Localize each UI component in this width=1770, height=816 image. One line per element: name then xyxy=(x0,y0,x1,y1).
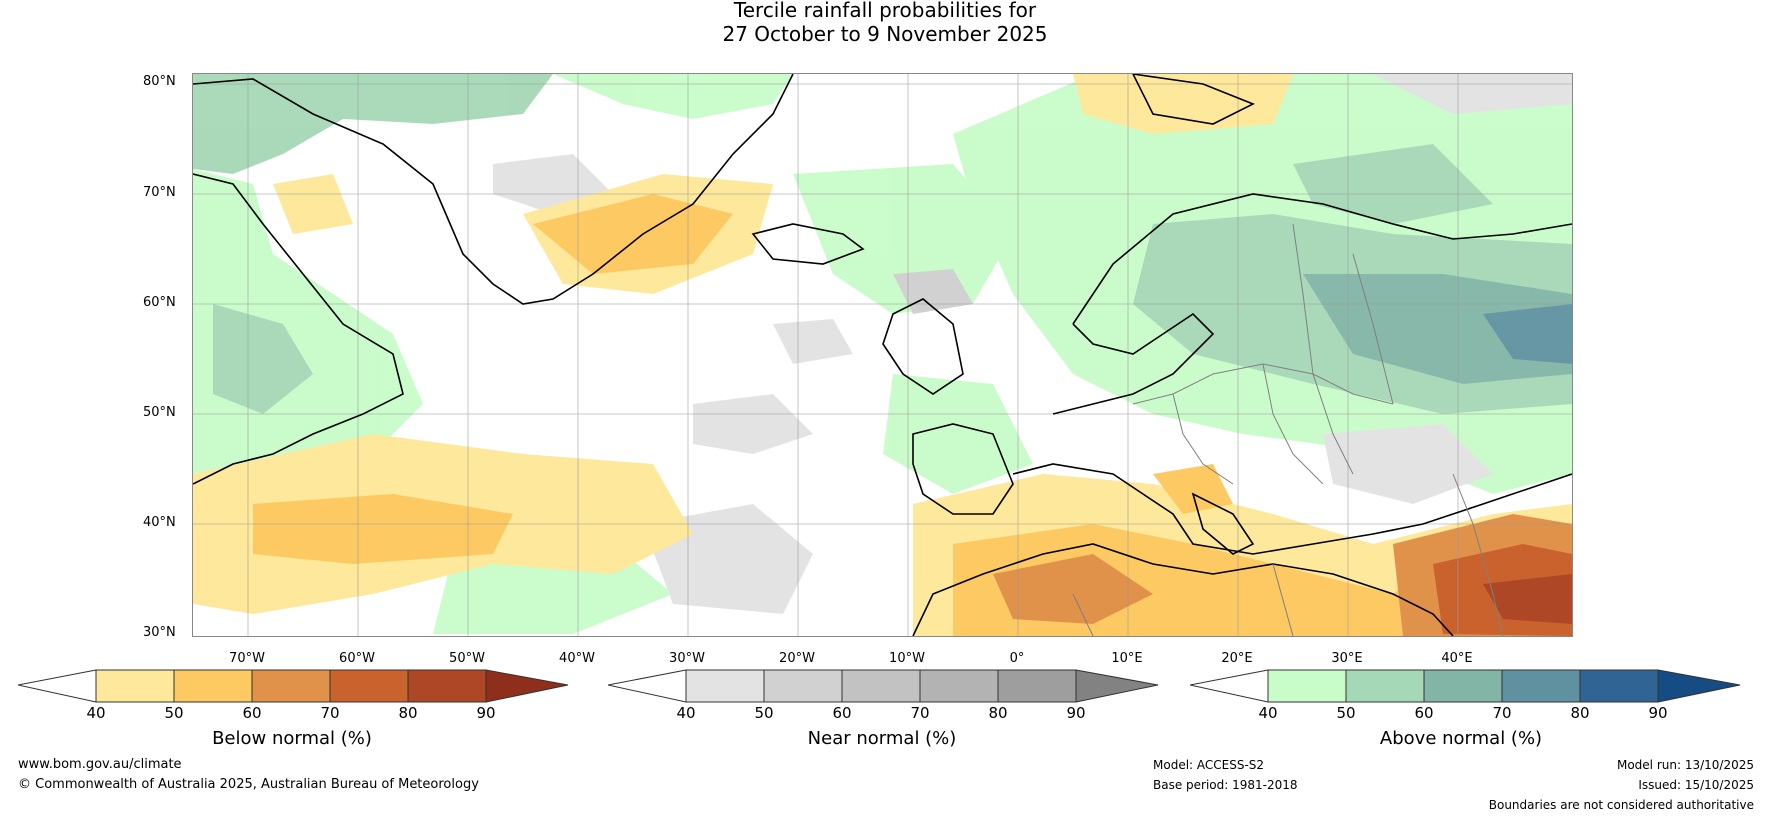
colorbar-above-swatch-4 xyxy=(1501,669,1581,703)
colorbar-below-swatch-5 xyxy=(407,669,487,703)
colorbar-below-swatch-3 xyxy=(251,669,331,703)
colorbar-above-tick: 70 xyxy=(1492,704,1512,722)
colorbar-below-arrow-low xyxy=(17,669,97,703)
latitude-label-80n: 80°N xyxy=(143,74,176,89)
colorbar-near-label: Near normal (%) xyxy=(807,728,957,749)
base-period: Base period: 1981-2018 xyxy=(1153,778,1298,792)
longitude-label-10e: 10°E xyxy=(1111,651,1143,666)
colorbar-above-tick: 40 xyxy=(1258,704,1278,722)
colorbar-above-swatch-1 xyxy=(1267,669,1347,703)
colorbar-near-swatch-4 xyxy=(919,669,999,703)
map-canvas xyxy=(193,74,1572,636)
colorbar-below-tick: 70 xyxy=(320,704,340,722)
colorbar-above-tick: 90 xyxy=(1648,704,1668,722)
model-run-date: Model run: 13/10/2025 xyxy=(1616,758,1754,772)
longitude-label-40w: 40°W xyxy=(559,651,595,666)
colorbar-below-normal-swatches xyxy=(17,669,569,703)
colorbar-near-tick: 50 xyxy=(754,704,774,722)
longitude-label-70w: 70°W xyxy=(229,651,265,666)
rainfall-probability-map xyxy=(192,73,1573,637)
colorbar-below-tick: 80 xyxy=(398,704,418,722)
colorbar-below-tick: 50 xyxy=(164,704,184,722)
colorbar-near-normal: 40 50 60 70 80 90 xyxy=(607,668,1160,722)
longitude-label-20w: 20°W xyxy=(779,651,815,666)
colorbar-below-arrow-high xyxy=(485,669,569,703)
colorbar-above-arrow-low xyxy=(1189,669,1269,703)
longitude-label-60w: 60°W xyxy=(339,651,375,666)
coastlines xyxy=(193,74,1572,636)
colorbar-above-label: Above normal (%) xyxy=(1379,728,1543,749)
latitude-label-50n: 50°N xyxy=(143,405,176,420)
colorbar-below-tick: 90 xyxy=(476,704,496,722)
colorbar-near-tick: 90 xyxy=(1066,704,1086,722)
colorbar-above-swatch-3 xyxy=(1423,669,1503,703)
colorbar-near-swatch-5 xyxy=(997,669,1077,703)
colorbar-below-label: Below normal (%) xyxy=(212,728,372,749)
longitude-label-20e: 20°E xyxy=(1221,651,1253,666)
longitude-label-0: 0° xyxy=(1009,651,1025,666)
latitude-label-70n: 70°N xyxy=(143,185,176,200)
chart-title: Tercile rainfall probabilities for 27 Oc… xyxy=(0,0,1770,46)
colorbar-near-tick: 40 xyxy=(676,704,696,722)
graticule xyxy=(193,74,1572,636)
longitude-label-30e: 30°E xyxy=(1331,651,1363,666)
longitude-label-50w: 50°W xyxy=(449,651,485,666)
colorbar-near-swatch-2 xyxy=(763,669,843,703)
model-name: Model: ACCESS-S2 xyxy=(1153,758,1265,772)
colorbar-near-arrow-low xyxy=(607,669,687,703)
colorbar-above-tick: 60 xyxy=(1414,704,1434,722)
colorbar-below-swatch-2 xyxy=(173,669,253,703)
colorbar-above-swatch-2 xyxy=(1345,669,1425,703)
colorbar-near-tick: 60 xyxy=(832,704,852,722)
longitude-label-30w: 30°W xyxy=(669,651,705,666)
colorbar-below-swatch-1 xyxy=(95,669,175,703)
colorbar-below-swatch-4 xyxy=(329,669,409,703)
longitude-label-40e: 40°E xyxy=(1441,651,1473,666)
latitude-label-40n: 40°N xyxy=(143,515,176,530)
colorbar-above-arrow-high xyxy=(1657,669,1741,703)
colorbar-near-tick: 70 xyxy=(910,704,930,722)
above-normal-region xyxy=(193,74,1572,634)
colorbar-near-tick: 80 xyxy=(988,704,1008,722)
source-url: www.bom.gov.au/climate xyxy=(18,757,182,772)
colorbar-near-arrow-high xyxy=(1075,669,1159,703)
latitude-label-30n: 30°N xyxy=(143,625,176,640)
colorbar-above-tick: 80 xyxy=(1570,704,1590,722)
colorbar-below-tick: 60 xyxy=(242,704,262,722)
colorbar-below-tick: 40 xyxy=(86,704,106,722)
colorbar-above-normal: 40 50 60 70 80 90 xyxy=(1189,668,1742,722)
colorbar-below-normal: 40 50 60 70 80 90 xyxy=(17,668,570,722)
issued-date: Issued: 15/10/2025 xyxy=(1638,778,1754,792)
longitude-label-10w: 10°W xyxy=(889,651,925,666)
title-line-1: Tercile rainfall probabilities for xyxy=(733,0,1037,22)
boundaries-disclaimer: Boundaries are not considered authoritat… xyxy=(1488,798,1754,812)
colorbar-above-normal-swatches xyxy=(1189,669,1741,703)
colorbar-near-swatch-3 xyxy=(841,669,921,703)
colorbar-above-swatch-5 xyxy=(1579,669,1659,703)
colorbar-near-normal-swatches xyxy=(607,669,1159,703)
title-line-2: 27 October to 9 November 2025 xyxy=(722,22,1048,46)
country-borders xyxy=(1072,223,1504,636)
colorbar-near-swatch-1 xyxy=(685,669,765,703)
latitude-label-60n: 60°N xyxy=(143,295,176,310)
copyright-notice: © Commonwealth of Australia 2025, Austra… xyxy=(18,777,479,792)
colorbar-above-tick: 50 xyxy=(1336,704,1356,722)
